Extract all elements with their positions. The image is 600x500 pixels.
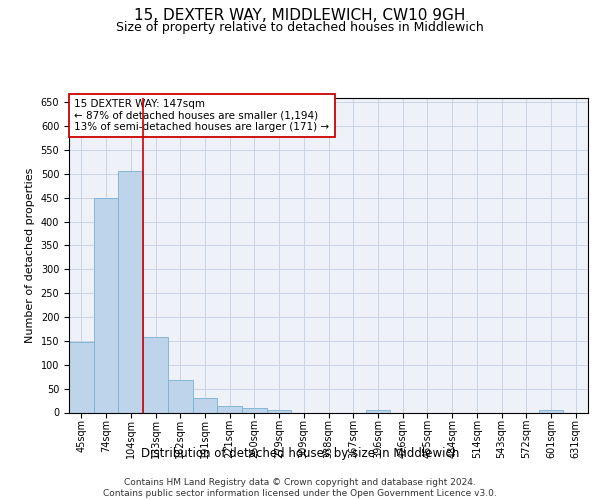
Text: 15 DEXTER WAY: 147sqm
← 87% of detached houses are smaller (1,194)
13% of semi-d: 15 DEXTER WAY: 147sqm ← 87% of detached … (74, 99, 329, 132)
Bar (217, 406, 242, 412)
Bar (168, 380, 193, 412)
Bar (69, 342, 94, 412)
Text: Contains HM Land Registry data © Crown copyright and database right 2024.
Contai: Contains HM Land Registry data © Crown c… (103, 478, 497, 498)
Text: Distribution of detached houses by size in Middlewich: Distribution of detached houses by size … (141, 448, 459, 460)
Bar (365, 410, 390, 412)
Bar (118, 170, 143, 412)
Y-axis label: Number of detached properties: Number of detached properties (25, 168, 35, 342)
Bar (143, 336, 168, 412)
Bar (539, 410, 563, 412)
Bar (193, 398, 217, 412)
Text: Size of property relative to detached houses in Middlewich: Size of property relative to detached ho… (116, 21, 484, 34)
Text: 15, DEXTER WAY, MIDDLEWICH, CW10 9GH: 15, DEXTER WAY, MIDDLEWICH, CW10 9GH (134, 8, 466, 22)
Bar (267, 410, 292, 412)
Bar (94, 198, 118, 412)
Bar (242, 408, 267, 412)
